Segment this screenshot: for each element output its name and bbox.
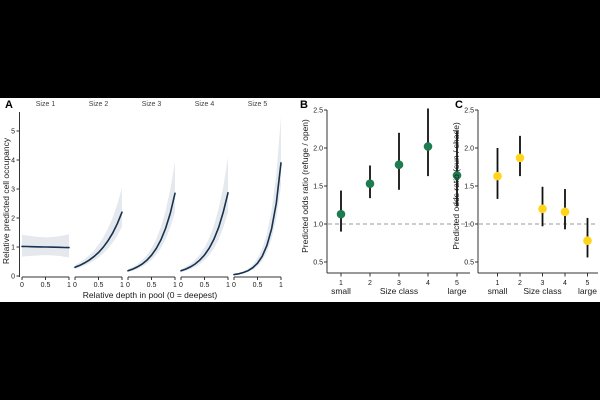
fit-line <box>233 162 282 276</box>
confidence-ribbon <box>234 116 281 275</box>
estimate-point <box>560 207 570 217</box>
panel-a-y-tick-label: 1 <box>11 245 15 252</box>
y-tick-label: 1.5 <box>313 184 323 191</box>
facet-title-size-2: Size 2 <box>89 101 109 108</box>
y-tick-label: 0.5 <box>313 260 323 267</box>
panel-a-label: A <box>5 99 13 111</box>
panel-b-x-sublabel-small: small <box>331 286 351 296</box>
estimate-point <box>538 204 547 214</box>
panel-a-y-tick-label: 2 <box>11 216 15 223</box>
y-tick-label: 2.5 <box>313 108 323 115</box>
confidence-ribbon <box>128 161 175 272</box>
x-tick-label: 2 <box>368 280 372 287</box>
panel-c-y-axis-title: Predicted odds ratio (sun / shade) <box>451 122 461 250</box>
panel-a-x-tick-label: 0 <box>179 282 183 289</box>
panel-a-x-tick-label: 1 <box>173 282 177 289</box>
panel-a-x-tick-label: 0 <box>73 282 77 289</box>
facet-title-size-5: Size 5 <box>248 101 268 108</box>
panel-a-x-tick-label: 1 <box>279 282 283 289</box>
fit-line <box>180 192 229 272</box>
estimate-point <box>493 171 502 181</box>
panel-a-x-tick-label: 1 <box>67 282 71 289</box>
x-tick-label: 4 <box>426 280 430 287</box>
panel-a-x-tick-label: 0 <box>232 282 236 289</box>
panel-c-marks: 0.5 1.0 1.5 2.0 2.5 1 2 3 4 5 <box>464 108 598 287</box>
panel-b-y-axis-title: Predicted odds ratio (refuge / open) <box>300 119 310 253</box>
y-tick-label: 2.0 <box>313 146 323 153</box>
y-tick-label: 1.5 <box>464 184 474 191</box>
panel-a-x-tick-label: 0.5 <box>147 282 157 289</box>
estimate-point <box>336 209 346 219</box>
panel-a-x-axis-title: Relative depth in pool (0 = deepest) <box>83 290 218 300</box>
fit-line <box>21 245 70 249</box>
confidence-ribbon <box>22 234 69 258</box>
estimate-point <box>423 142 433 151</box>
panel-a-x-tick-label: 0 <box>20 282 24 289</box>
panel-c-x-sublabel-large: large <box>578 286 597 296</box>
facet-title-size-4: Size 4 <box>195 101 215 108</box>
panel-a-y-tick-label: 0 <box>11 274 15 281</box>
y-tick-label: 2.0 <box>464 146 474 153</box>
panel-a-y-tick-label: 5 <box>11 129 15 136</box>
letterbox-top <box>0 0 600 98</box>
y-tick-label: 1.0 <box>313 222 323 229</box>
estimate-point <box>583 236 592 246</box>
panel-b-x-sublabel-large: large <box>448 286 467 296</box>
y-tick-label: 1.0 <box>464 222 474 229</box>
confidence-ribbon <box>181 157 228 273</box>
x-tick-label: 5 <box>455 280 459 287</box>
y-tick-label: 2.5 <box>464 108 474 115</box>
panel-b-x-axis-title: Size class <box>380 286 418 296</box>
x-tick-label: 2 <box>518 280 522 287</box>
facet-title-size-1: Size 1 <box>36 101 56 108</box>
panel-a-x-tick-label: 0.5 <box>94 282 104 289</box>
panel-a-y-axis-title: Relative predicted cell occupancy <box>1 137 11 264</box>
x-tick-label: 1 <box>496 280 500 287</box>
panel-a-y-tick-label: 4 <box>11 158 15 165</box>
panel-a-x-tick-label: 1 <box>226 282 230 289</box>
panel-b-marks: 0.5 1.0 1.5 2.0 2.5 1 2 3 4 5 <box>313 108 470 287</box>
letterbox-bottom <box>0 302 600 400</box>
figure-canvas: 0 1 2 3 4 5 0 0.5 1 0 0.5 1 0 0.5 1 0 0.5 1 0 0.5 1 0.5 1.0 1.… <box>0 98 600 302</box>
panel-a-x-tick-label: 0.5 <box>41 282 51 289</box>
panel-a-x-tick-label: 0.5 <box>200 282 210 289</box>
x-tick-label: 4 <box>563 280 567 287</box>
x-tick-label: 1 <box>339 280 343 287</box>
estimate-point <box>365 179 375 189</box>
panel-a-x-tick-label: 0 <box>126 282 130 289</box>
panel-b-label: B <box>300 99 308 111</box>
panel-a-x-tick-label: 0.5 <box>253 282 263 289</box>
x-tick-label: 3 <box>541 280 545 287</box>
panel-c-label: C <box>455 99 463 111</box>
y-tick-label: 0.5 <box>464 260 474 267</box>
x-tick-label: 5 <box>586 280 590 287</box>
estimate-point <box>452 171 462 180</box>
panel-a-x-tick-label: 1 <box>120 282 124 289</box>
fit-line <box>127 192 176 272</box>
panel-c-x-axis-title: Size class <box>523 286 561 296</box>
estimate-point <box>394 160 404 170</box>
panel-c-x-sublabel-small: small <box>488 286 508 296</box>
estimate-point <box>515 153 525 163</box>
x-tick-label: 3 <box>397 280 401 287</box>
facet-title-size-3: Size 3 <box>142 101 162 108</box>
fit-line <box>74 211 123 269</box>
panel-a-y-tick-label: 3 <box>11 187 15 194</box>
